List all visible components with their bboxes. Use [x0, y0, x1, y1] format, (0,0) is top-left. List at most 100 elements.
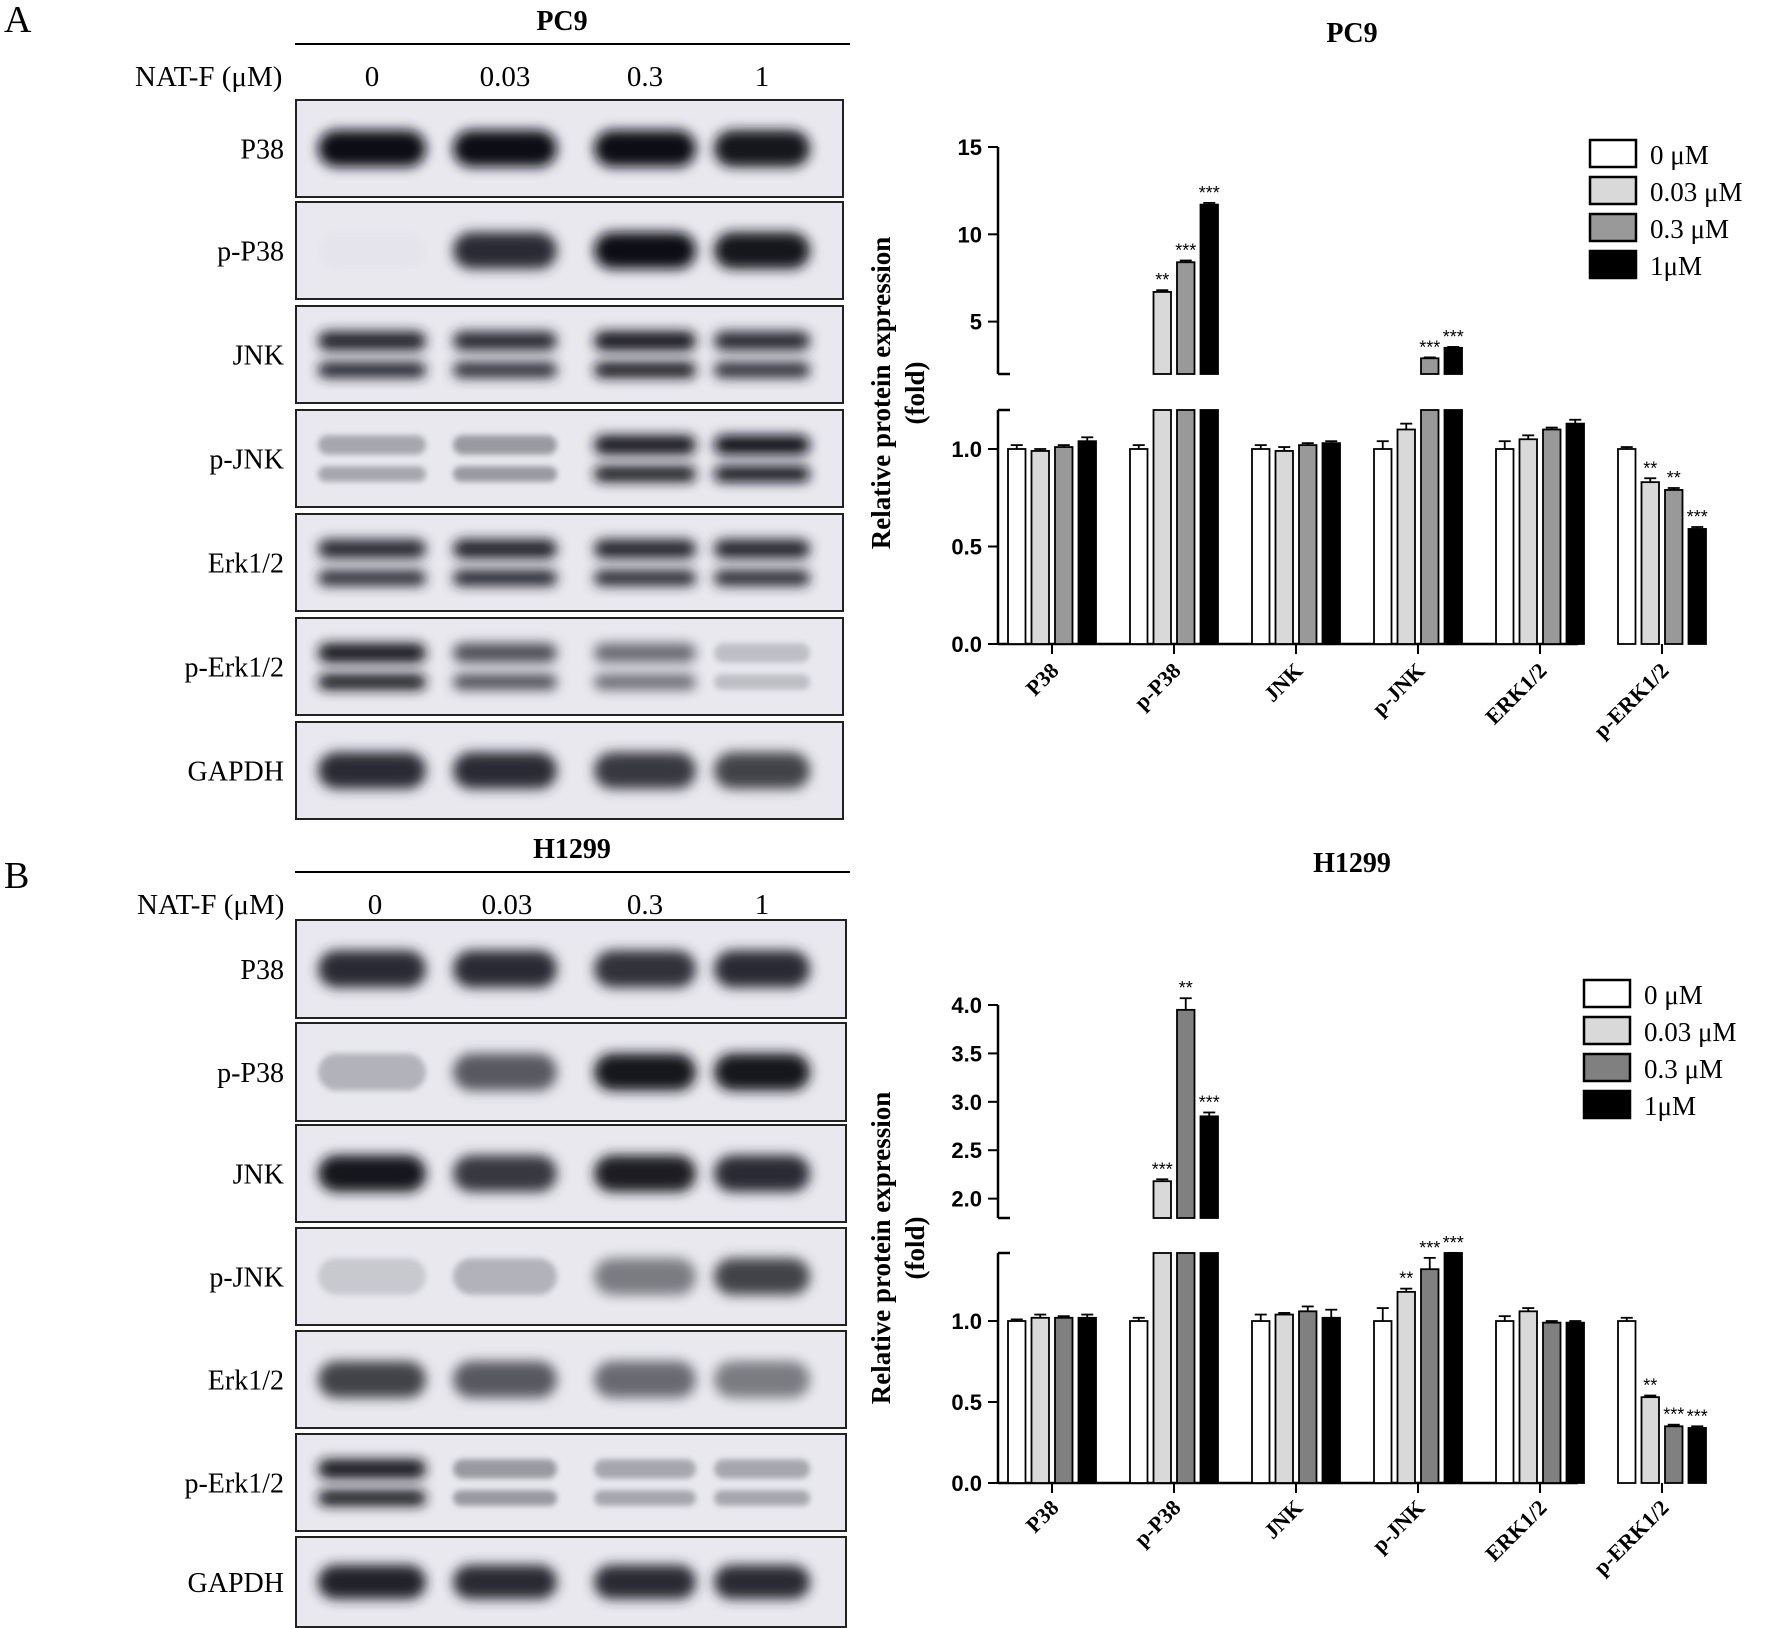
bar	[1199, 1252, 1219, 1484]
legend: 0 μM 0.03 μM 0.3 μM 1μM	[1582, 978, 1736, 1121]
blot-band	[318, 362, 426, 378]
blot-row-label: p-P38	[217, 237, 284, 268]
significance-label: ***	[1443, 1233, 1464, 1253]
significance-label: ***	[1443, 327, 1464, 347]
blot-band	[453, 1564, 557, 1600]
blot-band	[594, 1053, 696, 1091]
bar	[1617, 1320, 1637, 1484]
legend-label: 1μM	[1650, 251, 1702, 281]
blot-band	[594, 1459, 696, 1479]
blot-membrane	[295, 513, 844, 612]
blot-row-b-5: p-Erk1/2	[184, 1433, 847, 1532]
significance-label: **	[1667, 468, 1681, 488]
blot-band	[453, 435, 557, 455]
western-blot-panel-a: P38 p-P38 JNK p-JNK Erk1/2 p-Erk1/2 GAPDH	[184, 99, 844, 820]
bar-upper-segment	[1199, 203, 1219, 375]
bar	[1565, 422, 1585, 645]
bar	[1152, 1252, 1172, 1484]
bar	[1443, 409, 1463, 645]
bar	[1373, 1320, 1393, 1484]
bar	[1298, 444, 1318, 645]
blot-row-label: GAPDH	[188, 757, 284, 788]
blot-band	[453, 1490, 557, 1506]
blot-band	[594, 1490, 696, 1506]
bar	[1495, 448, 1515, 645]
y-axis-label: Relative protein expression	[866, 1092, 896, 1404]
x-tick-label: P38	[1021, 1495, 1064, 1538]
bar	[1298, 1310, 1318, 1484]
blot-row-label: Erk1/2	[208, 549, 284, 580]
blot-band	[453, 1053, 557, 1091]
bar	[1617, 448, 1637, 645]
legend: 0 μM 0.03 μM 0.3 μM 1μM	[1588, 138, 1742, 281]
bar-upper-segment	[1199, 1115, 1219, 1219]
blot-band	[594, 1155, 696, 1192]
legend-swatch	[1588, 212, 1638, 243]
blot-row-label: p-JNK	[209, 445, 284, 476]
blot-band	[318, 1053, 426, 1091]
blot-row-label: P38	[240, 135, 284, 166]
legend-swatch	[1582, 978, 1632, 1009]
significance-label: ***	[1419, 337, 1440, 357]
bar-upper-segment	[1176, 1008, 1196, 1219]
blot-row-label: JNK	[233, 1160, 284, 1191]
blot-row-a-5: p-Erk1/2	[184, 617, 844, 716]
blot-band	[453, 331, 557, 351]
legend-swatch	[1582, 1015, 1632, 1046]
y-tick-label: 4.0	[951, 993, 982, 1018]
y-axis-label-unit: (fold)	[900, 1217, 930, 1280]
blot-membrane	[295, 617, 844, 716]
significance-label: ***	[1199, 1092, 1220, 1112]
y-tick-label: 2.0	[951, 1187, 982, 1212]
legend-label: 0.3 μM	[1644, 1054, 1723, 1084]
bar	[1129, 1320, 1149, 1484]
blot-row-label: Erk1/2	[208, 1366, 284, 1397]
blot-row-label: p-Erk1/2	[184, 653, 284, 684]
y-tick-label: 3.0	[951, 1090, 982, 1115]
bar-upper-segment	[1152, 291, 1172, 375]
blot-band	[453, 539, 557, 559]
blot-band	[594, 643, 696, 663]
blot-band	[714, 752, 810, 789]
bar	[1640, 1396, 1660, 1484]
bar-chart-pc9: PC9 Relative protein expression (fold) 0.0 0…	[866, 18, 1742, 743]
blot-row-a-2: JNK	[233, 305, 844, 404]
legend-label: 0.3 μM	[1650, 214, 1729, 244]
y-tick-label: 0.5	[951, 535, 982, 560]
conc-label-b-1: 0.03	[482, 889, 533, 921]
bar	[1321, 442, 1341, 645]
significance-label: **	[1643, 458, 1657, 478]
blot-band	[318, 232, 426, 269]
bar	[1199, 409, 1219, 645]
blot-cell-line-title-a: PC9	[536, 6, 587, 37]
blot-band	[714, 950, 810, 988]
blot-band	[594, 539, 696, 559]
bar	[1176, 409, 1196, 645]
x-tick-label: JNK	[1259, 1495, 1308, 1544]
blot-band	[594, 950, 696, 988]
bar	[1054, 1316, 1074, 1484]
bar	[1129, 448, 1149, 645]
bar-upper-segment	[1420, 357, 1440, 375]
blot-band	[453, 674, 557, 690]
blot-band	[594, 130, 696, 167]
blot-band	[453, 1155, 557, 1192]
blot-band	[594, 752, 696, 789]
bar	[1274, 1313, 1294, 1484]
blot-band	[714, 539, 810, 559]
bar	[1518, 438, 1538, 645]
bar-upper-segment	[1443, 346, 1463, 375]
blot-band	[318, 570, 426, 586]
blot-band	[318, 1155, 426, 1192]
blot-band	[318, 435, 426, 455]
blot-band	[453, 1361, 557, 1398]
blot-row-a-6: GAPDH	[188, 721, 844, 820]
blot-band	[453, 950, 557, 988]
blot-band	[594, 674, 696, 690]
bar	[1007, 1320, 1027, 1484]
treatment-label-a: NAT-F (μM)	[135, 61, 282, 93]
bar	[1030, 450, 1050, 645]
bar	[1251, 448, 1271, 645]
legend-label: 1μM	[1644, 1091, 1696, 1121]
blot-band	[453, 362, 557, 378]
